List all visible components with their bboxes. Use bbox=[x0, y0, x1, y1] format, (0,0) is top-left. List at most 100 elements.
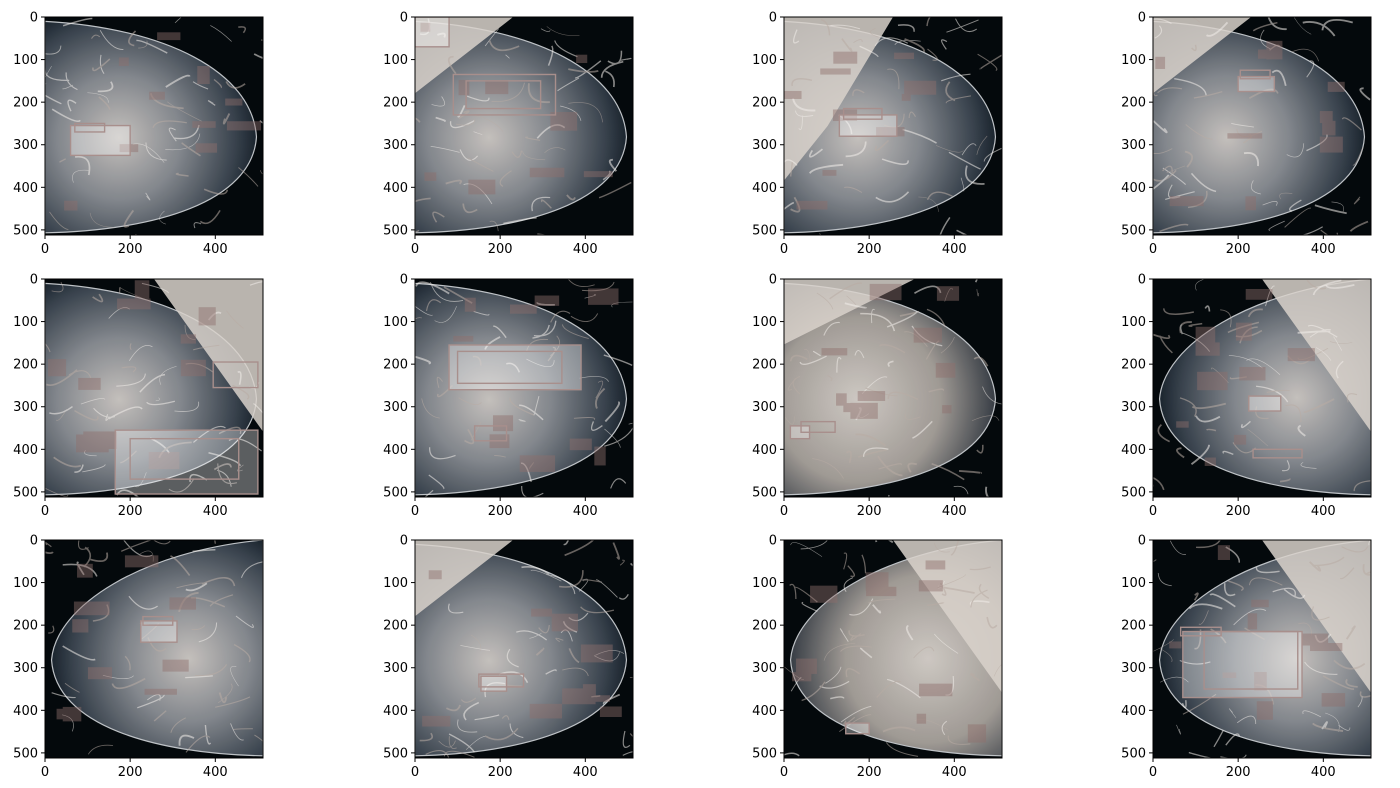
y-tick-label: 500 bbox=[752, 746, 777, 761]
y-tick-label: 400 bbox=[383, 181, 408, 196]
y-tick-label: 100 bbox=[752, 53, 777, 68]
y-tick-label: 100 bbox=[13, 53, 38, 68]
y-tick-label: 200 bbox=[383, 96, 408, 111]
x-tick-label: 400 bbox=[1311, 242, 1336, 257]
lesion-bounding-box bbox=[1237, 75, 1276, 93]
annotation-tint bbox=[48, 280, 216, 470]
axes-frame bbox=[783, 278, 1003, 498]
mammogram-panel-r2c3: 0 200 400 0 100 200 300 400 500 bbox=[752, 273, 1003, 519]
y-tick-label: 500 bbox=[13, 223, 38, 238]
x-tick-label: 0 bbox=[780, 504, 788, 519]
y-tick-label: 500 bbox=[1121, 223, 1146, 238]
tissue-texture bbox=[1153, 17, 1371, 235]
y-tick-label: 200 bbox=[13, 619, 38, 634]
tissue-texture bbox=[415, 279, 633, 497]
x-tick-label: 400 bbox=[1311, 765, 1336, 780]
y-tick-label: 0 bbox=[769, 11, 777, 26]
mammogram-panel-r2c2: 0 200 400 0 100 200 300 400 500 bbox=[383, 273, 634, 519]
y-tick-label: 200 bbox=[752, 619, 777, 634]
y-tick-label: 0 bbox=[30, 11, 38, 26]
lesion-bounding-box bbox=[212, 361, 259, 389]
breast-tissue bbox=[1153, 20, 1366, 234]
x-tick-label: 400 bbox=[1311, 504, 1336, 519]
tissue-texture bbox=[784, 17, 1002, 235]
x-tick-label: 400 bbox=[942, 504, 967, 519]
axes-frame bbox=[1152, 16, 1372, 236]
y-tick-label: 400 bbox=[1121, 443, 1146, 458]
x-tick-label: 400 bbox=[942, 765, 967, 780]
y-tick-label: 0 bbox=[769, 273, 777, 288]
x-tick-label: 200 bbox=[857, 242, 882, 257]
y-tick-label: 500 bbox=[752, 485, 777, 500]
x-tick-label: 0 bbox=[411, 765, 419, 780]
mammogram-panel-r2c1: 0 200 400 0 100 200 300 400 500 bbox=[13, 273, 264, 519]
y-tick-label: 0 bbox=[30, 273, 38, 288]
lesion-bounding-box bbox=[415, 17, 450, 48]
x-tick-label: 400 bbox=[203, 765, 228, 780]
y-tick-label: 500 bbox=[383, 223, 408, 238]
x-tick-label: 200 bbox=[1226, 504, 1251, 519]
x-tick-label: 200 bbox=[118, 504, 143, 519]
y-tick-label: 300 bbox=[13, 400, 38, 415]
y-tick-label: 400 bbox=[383, 443, 408, 458]
y-tick-label: 300 bbox=[752, 138, 777, 153]
tissue-texture bbox=[45, 17, 263, 235]
lesion-bounding-box bbox=[129, 437, 240, 480]
lesion-bounding-box bbox=[1252, 448, 1303, 459]
mammogram-panel-r1c3: 0 200 400 0 100 200 300 400 500 bbox=[752, 11, 1003, 257]
y-tick-label: 200 bbox=[383, 358, 408, 373]
lesion-bounding-box bbox=[1248, 395, 1282, 412]
annotation-tint bbox=[56, 555, 196, 722]
axes-frame bbox=[414, 539, 634, 759]
lesion-bounding-box bbox=[842, 107, 883, 120]
pectoral-muscle bbox=[415, 17, 514, 94]
y-tick-label: 100 bbox=[383, 53, 408, 68]
y-tick-label: 0 bbox=[1138, 534, 1146, 549]
y-tick-label: 100 bbox=[1121, 315, 1146, 330]
y-tick-label: 500 bbox=[1121, 746, 1146, 761]
y-tick-label: 500 bbox=[13, 485, 38, 500]
y-tick-label: 0 bbox=[1138, 273, 1146, 288]
y-tick-label: 300 bbox=[1121, 661, 1146, 676]
tissue-texture bbox=[784, 540, 1002, 757]
y-tick-label: 300 bbox=[752, 400, 777, 415]
pectoral-muscle bbox=[784, 17, 893, 181]
y-tick-label: 100 bbox=[13, 315, 38, 330]
y-tick-label: 200 bbox=[752, 358, 777, 373]
y-tick-label: 0 bbox=[1138, 11, 1146, 26]
lesion-bounding-box bbox=[1239, 69, 1271, 80]
x-tick-label: 400 bbox=[573, 242, 598, 257]
y-tick-label: 500 bbox=[752, 223, 777, 238]
lesion-bounding-box bbox=[69, 124, 131, 157]
lesion-bounding-box bbox=[1182, 630, 1303, 699]
x-tick-label: 400 bbox=[573, 504, 598, 519]
y-tick-label: 300 bbox=[1121, 138, 1146, 153]
lesion-bounding-box bbox=[838, 114, 898, 137]
x-tick-label: 0 bbox=[411, 504, 419, 519]
y-tick-label: 300 bbox=[383, 400, 408, 415]
lesion-bounding-box bbox=[1179, 626, 1222, 637]
axes-frame bbox=[414, 278, 634, 498]
y-tick-label: 0 bbox=[769, 534, 777, 549]
y-tick-label: 300 bbox=[13, 661, 38, 676]
lesion-bounding-box bbox=[1203, 630, 1299, 690]
lesion-bounding-box bbox=[74, 122, 106, 133]
annotation-tint bbox=[1155, 40, 1345, 211]
mammogram-panel-r3c2: 0 200 400 0 100 200 300 400 500 bbox=[383, 534, 634, 780]
breast-tissue bbox=[50, 540, 263, 757]
mammogram-panel-r1c2: 0 200 400 0 100 200 300 400 500 bbox=[383, 11, 634, 257]
lesion-bounding-box bbox=[448, 344, 582, 391]
x-tick-label: 0 bbox=[41, 242, 49, 257]
tissue-texture bbox=[419, 540, 633, 758]
lesion-bounding-box bbox=[140, 620, 178, 643]
y-tick-label: 500 bbox=[383, 485, 408, 500]
mammogram-panel-r3c4: 0 200 400 0 100 200 300 400 500 bbox=[1121, 534, 1372, 780]
x-tick-label: 0 bbox=[411, 242, 419, 257]
y-tick-label: 100 bbox=[383, 576, 408, 591]
x-tick-label: 200 bbox=[1226, 242, 1251, 257]
lesion-bounding-box bbox=[473, 425, 508, 442]
axes-frame bbox=[44, 278, 264, 498]
tissue-texture bbox=[45, 540, 263, 755]
tissue-texture bbox=[784, 279, 1002, 497]
lesion-bounding-box bbox=[465, 80, 542, 110]
